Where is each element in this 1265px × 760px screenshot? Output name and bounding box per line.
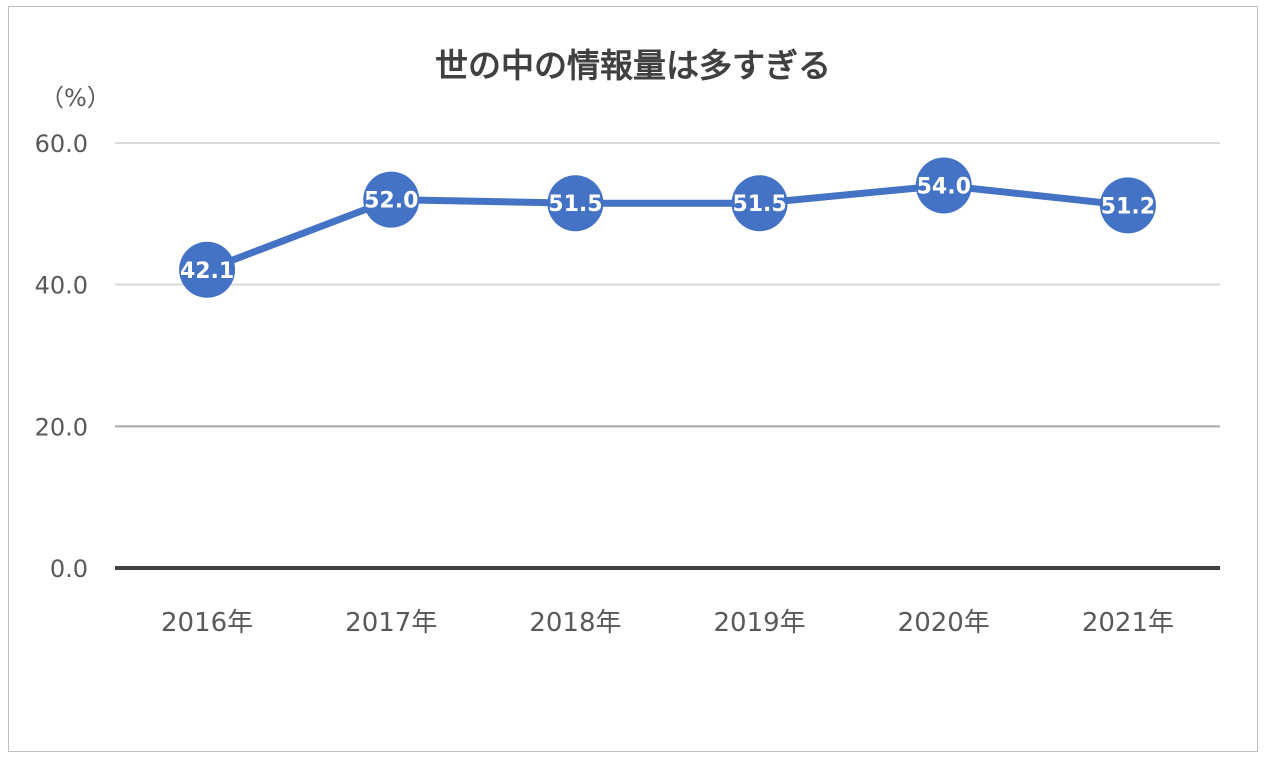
- data-label: 42.1: [180, 259, 234, 284]
- data-label: 54.0: [917, 175, 971, 200]
- y-tick-label: 40.0: [35, 272, 88, 300]
- x-tick-label: 2016年: [161, 608, 253, 638]
- x-tick-label: 2018年: [529, 608, 621, 638]
- data-label: 51.5: [548, 192, 602, 217]
- data-label: 52.0: [364, 189, 418, 214]
- data-label: 51.5: [732, 192, 786, 217]
- data-point-marker: [547, 175, 604, 232]
- data-point-marker: [915, 157, 972, 214]
- chart-frame: [8, 6, 1258, 752]
- data-point-marker: [179, 241, 236, 298]
- data-point-marker: [363, 171, 420, 228]
- y-axis-unit-label: （%）: [40, 84, 111, 112]
- x-tick-label: 2019年: [713, 608, 805, 638]
- y-tick-label: 20.0: [35, 413, 88, 441]
- y-tick-label: 60.0: [35, 130, 88, 158]
- x-axis-ticks: 2016年 2017年 2018年 2019年 2020年 2021年: [161, 608, 1174, 638]
- data-point-marker: [731, 175, 788, 232]
- chart-title: 世の中の情報量は多すぎる: [435, 46, 831, 85]
- x-tick-label: 2020年: [898, 608, 990, 638]
- x-tick-label: 2021年: [1082, 608, 1174, 638]
- data-point-marker: [1099, 177, 1156, 234]
- y-axis-ticks: 0.0 20.0 40.0 60.0: [35, 130, 88, 583]
- data-label: 51.2: [1101, 194, 1155, 219]
- series-line: [205, 182, 1129, 274]
- x-tick-label: 2017年: [345, 608, 437, 638]
- series-layer: 42.1 52.0 51.5 51.5 54.0 51.2: [179, 157, 1156, 298]
- y-tick-label: 0.0: [50, 555, 88, 583]
- gridlines: [115, 142, 1220, 570]
